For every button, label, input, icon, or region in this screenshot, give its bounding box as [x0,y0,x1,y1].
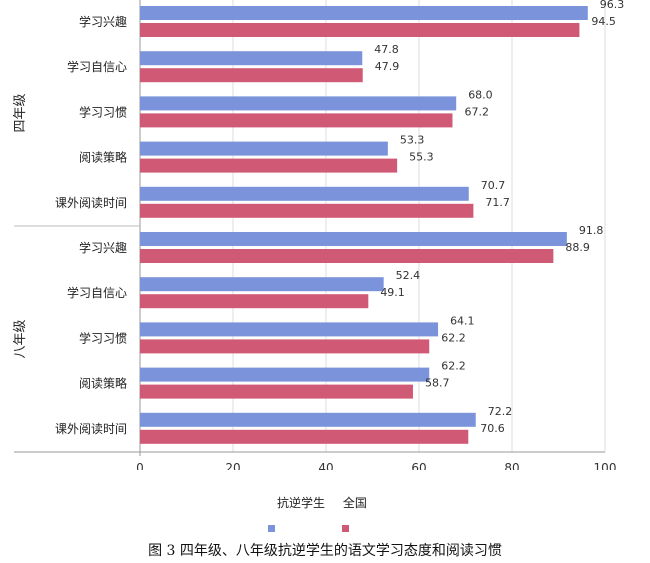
data-label-1-2-series1: 64.1 [450,314,475,327]
bar-chart: 020406080100人数比例（%）四年级学习兴趣96.394.5学习自信心4… [13,0,625,470]
bar-1-1-series1 [140,277,384,292]
bar-0-4-series1 [140,186,469,201]
bar-0-1-series2 [140,68,363,83]
data-label-1-3-series2: 58.7 [425,377,450,390]
data-label-1-4-series1: 72.2 [488,405,512,418]
bar-0-0-series1 [140,6,588,20]
bar-0-4-series2 [140,203,474,218]
bar-1-2-series2 [140,339,430,354]
category-label-1-4: 课外阅读时间 [55,422,127,436]
group-label-0: 四年级 [13,93,28,132]
data-label-0-3-series2: 55.3 [409,151,434,164]
bar-1-3-series1 [140,367,430,382]
bar-1-0-series1 [140,232,567,246]
x-tick-label-3: 60 [411,461,426,470]
figure-caption: 图 3 四年级、八年级抗逆学生的语文学习态度和阅读习惯 [148,543,502,559]
category-label-0-2: 学习习惯 [79,104,127,119]
group-label-1: 八年级 [13,319,28,358]
bar-0-0-series2 [140,23,580,37]
data-label-0-0-series1: 96.3 [600,0,625,11]
x-tick-label-4: 80 [504,461,519,470]
data-label-1-0-series2: 88.9 [565,241,590,254]
x-tick-label-5: 100 [594,461,617,470]
bar-1-4-series2 [140,429,469,444]
data-label-0-4-series2: 71.7 [485,196,510,209]
x-tick-label-1: 20 [225,461,240,470]
category-label-0-4: 课外阅读时间 [55,196,127,210]
category-label-1-1: 学习自信心 [67,285,127,300]
legend: 抗逆学生 全国 [277,494,381,511]
category-label-0-1: 学习自信心 [67,59,127,74]
data-label-1-2-series2: 62.2 [441,331,466,344]
category-label-1-3: 阅读策略 [79,376,127,391]
data-label-0-3-series1: 53.3 [400,134,425,147]
data-label-1-1-series1: 52.4 [396,269,421,282]
category-label-0-3: 阅读策略 [79,150,127,165]
bar-0-1-series1 [140,51,363,66]
data-label-0-2-series1: 68.0 [468,88,493,101]
bar-0-2-series2 [140,113,453,128]
data-label-0-1-series2: 47.9 [375,60,400,73]
data-label-1-0-series1: 91.8 [579,224,604,237]
category-label-0-0: 学习兴趣 [79,14,127,29]
bar-1-1-series2 [140,294,369,309]
legend-label-series1: 抗逆学生 [277,496,326,510]
data-label-0-0-series2: 94.5 [591,15,616,28]
data-label-1-4-series2: 70.6 [480,422,505,435]
legend-swatch-series1 [268,525,275,532]
legend-label-series2: 全国 [342,496,367,510]
bar-0-3-series2 [140,158,398,173]
data-label-0-4-series1: 70.7 [481,179,506,192]
bar-1-3-series2 [140,384,413,399]
bar-0-2-series1 [140,96,457,111]
legend-swatch-series2 [342,525,349,532]
bar-1-4-series1 [140,412,476,427]
category-label-1-2: 学习习惯 [79,330,127,345]
data-label-1-1-series2: 49.1 [380,286,405,299]
x-tick-label-0: 0 [136,461,144,470]
bar-1-0-series2 [140,249,554,263]
bar-0-3-series1 [140,141,388,156]
bar-1-2-series1 [140,322,439,337]
data-label-0-1-series1: 47.8 [374,43,399,56]
x-tick-label-2: 40 [318,461,333,470]
data-label-1-3-series1: 62.2 [441,360,466,373]
category-label-1-0: 学习兴趣 [79,240,127,255]
data-label-0-2-series2: 67.2 [464,105,489,118]
